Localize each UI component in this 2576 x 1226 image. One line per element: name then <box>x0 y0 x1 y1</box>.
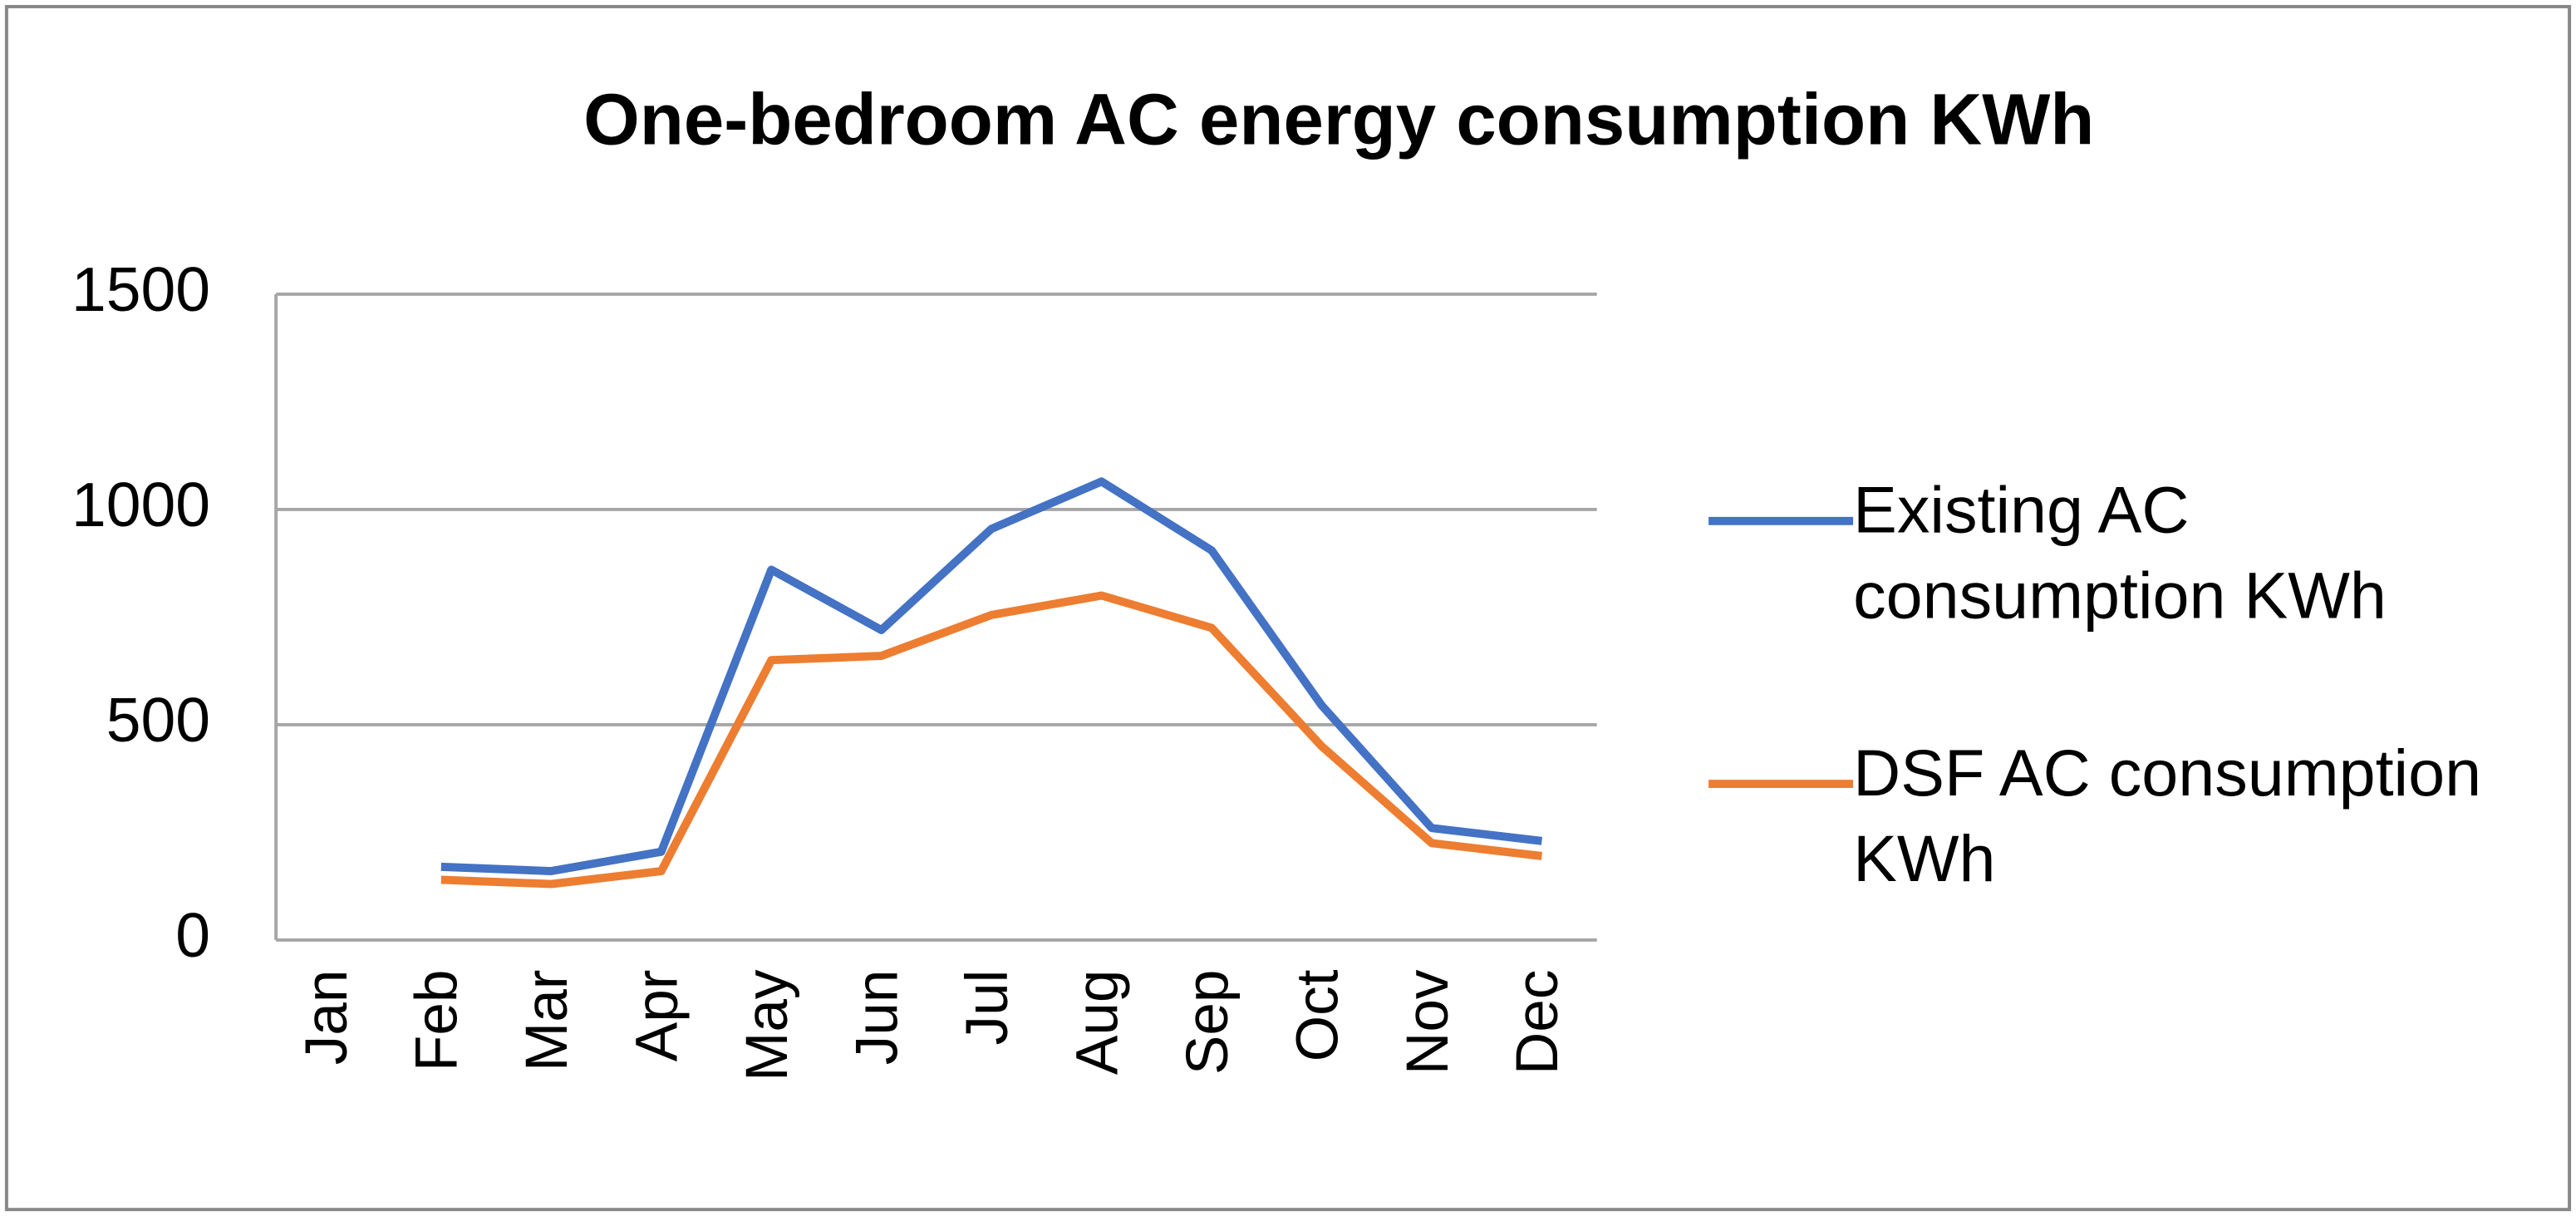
x-tick-label: Mar <box>514 970 580 1072</box>
x-tick-label: Aug <box>1064 970 1130 1076</box>
series-line <box>440 477 1543 875</box>
series-line <box>440 591 1543 889</box>
y-tick-label: 1000 <box>71 470 210 539</box>
y-tick-label: 0 <box>175 900 210 970</box>
x-tick-label: May <box>735 969 800 1081</box>
legend-label: Existing AC consumption KWh <box>1853 475 2387 633</box>
y-tick-label: 1500 <box>71 254 210 324</box>
legend-entry: DSF AC consumption KWh <box>1853 737 2482 896</box>
x-tick-label: Dec <box>1505 970 1571 1076</box>
x-tick-label: Feb <box>405 970 470 1072</box>
legend-label: DSF AC consumption KWh <box>1853 737 2482 896</box>
x-tick-label: Jun <box>844 970 910 1066</box>
x-tick-label: Oct <box>1285 969 1350 1061</box>
chart-title: One-bedroom AC energy consumption KWh <box>583 79 2094 160</box>
y-tick-label: 500 <box>106 685 210 755</box>
x-tick-label: Jul <box>955 970 1020 1046</box>
x-tick-label: Apr <box>625 970 691 1062</box>
chart-frame <box>4 4 2572 1212</box>
legend-entry: Existing AC consumption KWh <box>1853 475 2387 633</box>
x-tick-label: Jan <box>294 970 360 1066</box>
x-tick-label: Sep <box>1175 970 1241 1076</box>
x-tick-label: Nov <box>1395 969 1461 1075</box>
